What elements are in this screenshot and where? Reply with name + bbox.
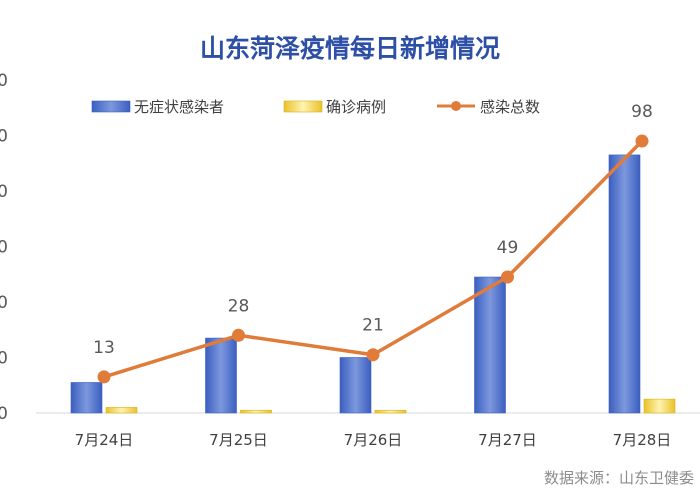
y-tick-label: 0 [0, 404, 8, 424]
x-tick-label: 7月25日 [209, 431, 268, 449]
data-label-total: 13 [93, 338, 115, 358]
bar-asymptomatic [70, 382, 103, 414]
data-label-total: 98 [631, 102, 653, 122]
line-point-total [635, 134, 649, 148]
chart-legend: 无症状感染者 确诊病例 感染总数 [91, 98, 540, 116]
line-series-total: 13 28 21 49 98 [93, 102, 653, 384]
x-tick-label: 7月24日 [75, 431, 134, 449]
bar-confirmed [105, 407, 138, 414]
legend-label-confirmed: 确诊病例 [326, 98, 386, 116]
legend-label-asymptomatic: 无症状感染者 [134, 98, 224, 116]
y-tick-label: 100 [0, 127, 8, 147]
x-axis: 7月24日 7月25日 7月26日 7月27日 7月28日 [75, 431, 672, 449]
bar-series [70, 154, 676, 414]
x-tick-label: 7月26日 [344, 431, 403, 449]
bar-confirmed [374, 409, 407, 414]
y-tick-label: 120 [0, 71, 8, 91]
source-note: 数据来源：山东卫健委 [544, 469, 694, 487]
legend-swatch-asymptomatic [91, 100, 131, 113]
bar-asymptomatic [339, 357, 372, 414]
data-label-total: 28 [228, 296, 250, 316]
line-point-total [97, 370, 111, 384]
y-tick-label: 80 [0, 182, 8, 202]
legend-swatch-confirmed [283, 100, 323, 113]
chart-title: 山东菏泽疫情每日新增情况 [200, 34, 500, 63]
y-tick-label: 40 [0, 293, 8, 313]
y-tick-label: 60 [0, 238, 8, 258]
bar-confirmed [240, 409, 272, 414]
data-label-total: 21 [362, 316, 384, 336]
x-tick-label: 7月28日 [613, 431, 672, 449]
y-tick-label: 20 [0, 349, 8, 369]
bar-asymptomatic [608, 154, 641, 414]
bar-asymptomatic [474, 276, 506, 414]
legend-marker-total [451, 101, 461, 111]
line-point-total [232, 328, 245, 342]
data-label-total: 49 [497, 238, 519, 258]
x-tick-label: 7月27日 [478, 431, 537, 449]
line-total [103, 139, 644, 379]
legend-label-total: 感染总数 [480, 98, 540, 116]
y-axis: 0 20 40 60 80 100 120 [0, 71, 8, 424]
bar-asymptomatic [205, 337, 237, 414]
bar-confirmed [643, 398, 676, 414]
line-point-total [366, 348, 380, 362]
line-point-total [501, 270, 514, 284]
